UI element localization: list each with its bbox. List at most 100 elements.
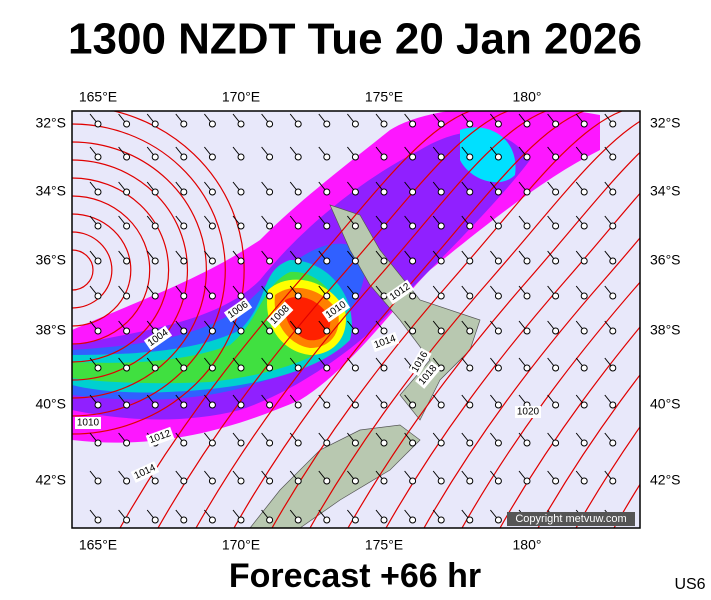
station: [323, 222, 331, 230]
station: [94, 364, 102, 372]
title: 1300 NZDT Tue 20 Jan 2026: [68, 15, 642, 64]
station: [208, 153, 216, 161]
lon-label-bottom: 180°: [513, 537, 542, 553]
station: [380, 516, 388, 524]
station: [151, 516, 159, 524]
station: [552, 222, 560, 230]
station: [180, 257, 188, 265]
station: [351, 364, 359, 372]
station: [409, 439, 417, 447]
copyright-box: [507, 512, 635, 526]
station: [580, 327, 588, 335]
station: [552, 401, 560, 409]
station: [380, 292, 388, 300]
station: [208, 477, 216, 485]
station: [237, 327, 245, 335]
station: [609, 222, 617, 230]
lat-label-left: 32°S: [35, 115, 66, 131]
station: [151, 120, 159, 128]
isobar: [537, 373, 640, 528]
lat-label-right: 38°S: [650, 322, 681, 338]
station: [466, 327, 474, 335]
station: [609, 292, 617, 300]
station: [237, 516, 245, 524]
station: [552, 257, 560, 265]
station: [323, 327, 331, 335]
station: [380, 439, 388, 447]
station: [351, 477, 359, 485]
station: [494, 439, 502, 447]
lon-label-bottom: 170°E: [222, 537, 260, 553]
station: [294, 188, 302, 196]
station: [523, 153, 531, 161]
isobar-label-box: [266, 301, 294, 329]
station: [180, 477, 188, 485]
station: [123, 120, 131, 128]
station: [237, 222, 245, 230]
station: [580, 153, 588, 161]
station: [323, 188, 331, 196]
station: [494, 327, 502, 335]
station: [409, 516, 417, 524]
station: [294, 257, 302, 265]
station: [466, 439, 474, 447]
station: [466, 477, 474, 485]
station: [380, 477, 388, 485]
isobar-label-box: [130, 461, 160, 483]
station: [380, 222, 388, 230]
station: [266, 188, 274, 196]
map-frame: [71, 110, 641, 529]
station: [237, 188, 245, 196]
station: [266, 477, 274, 485]
isobar: [271, 111, 623, 528]
station: [466, 153, 474, 161]
isobar-label: 1020: [515, 406, 541, 418]
station: [151, 188, 159, 196]
isobar-label-box: [385, 279, 415, 305]
station: [208, 292, 216, 300]
lon-label-top: 175°E: [365, 89, 403, 105]
isobar-label: 1010: [75, 417, 101, 429]
station: [351, 327, 359, 335]
station: [208, 222, 216, 230]
lat-label-right: 34°S: [650, 183, 681, 199]
station: [123, 257, 131, 265]
station: [266, 401, 274, 409]
station: [351, 222, 359, 230]
station: [552, 292, 560, 300]
station: [409, 120, 417, 128]
station: [409, 327, 417, 335]
station: [151, 257, 159, 265]
station: [237, 120, 245, 128]
station: [151, 153, 159, 161]
isobar-label-box: [75, 417, 101, 429]
station: [323, 257, 331, 265]
station: [437, 222, 445, 230]
isobar: [72, 177, 170, 363]
isobar-label-text: 1010: [77, 418, 100, 429]
station: [323, 439, 331, 447]
lat-label-right: 42°S: [650, 472, 681, 488]
station: [323, 153, 331, 161]
station: [94, 292, 102, 300]
isobar-label-box: [370, 331, 400, 353]
station: [494, 477, 502, 485]
station: [609, 188, 617, 196]
station: [323, 477, 331, 485]
station: [323, 401, 331, 409]
station: [466, 120, 474, 128]
isobar: [461, 281, 640, 528]
station: [237, 439, 245, 447]
station: [609, 401, 617, 409]
isobar: [575, 425, 640, 528]
lon-label-top: 165°E: [79, 89, 117, 105]
station: [437, 153, 445, 161]
isobar-label-box: [145, 426, 175, 448]
station: [494, 516, 502, 524]
station: [180, 516, 188, 524]
station: [552, 188, 560, 196]
station: [180, 292, 188, 300]
station: [208, 364, 216, 372]
station: [94, 439, 102, 447]
station: [466, 222, 474, 230]
